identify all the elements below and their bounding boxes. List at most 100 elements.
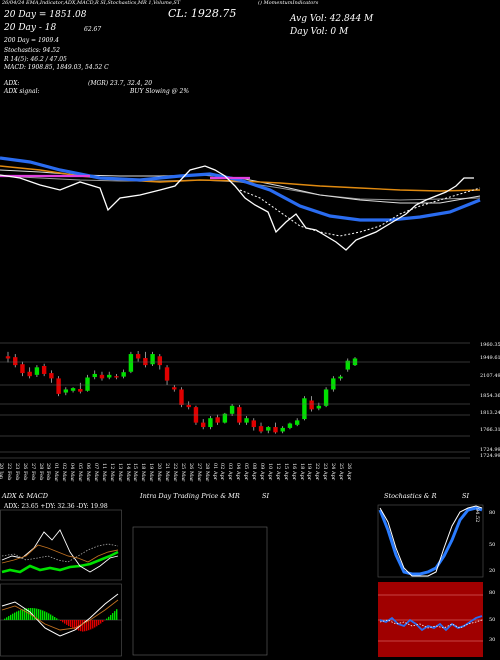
- price-label: 2107.49: [480, 373, 500, 379]
- ema-grey-line: [0, 175, 481, 201]
- candle: [193, 405, 199, 425]
- candle-body: [13, 357, 18, 366]
- price-label: 1854.36: [480, 393, 500, 399]
- adx-macd-title: ADX & MACD: [2, 492, 48, 500]
- rsi-level-80: 80: [489, 590, 496, 596]
- stochastics-si-label: SI: [462, 492, 470, 500]
- macd-histogram-bar: [50, 614, 52, 620]
- candle: [258, 422, 264, 434]
- candle: [107, 371, 112, 380]
- date-label: 18 Mar: [140, 463, 147, 482]
- candle-body: [345, 360, 350, 370]
- macd-histogram-bar: [18, 610, 20, 620]
- macd-histogram-bar: [88, 620, 90, 631]
- candle-body: [114, 376, 119, 378]
- stochastics-title: Stochastics & R: [384, 492, 437, 500]
- ema-20b-value: 62.67: [84, 26, 102, 33]
- date-label: 12 Mar: [108, 463, 115, 482]
- candle-body: [251, 420, 256, 428]
- price-label: 1766.31: [480, 427, 500, 433]
- macd-histogram-bar: [38, 609, 40, 620]
- rsi-level-50: 50: [489, 617, 496, 623]
- date-label: 26 Apr: [346, 463, 352, 481]
- ema-blue-line: [0, 156, 481, 222]
- candle-body: [85, 377, 90, 391]
- candle: [143, 351, 148, 368]
- date-label: 07 Mar: [92, 463, 99, 482]
- candle: [27, 367, 32, 379]
- candle: [172, 385, 177, 392]
- stochastics-line: Stochastics: 94.52: [4, 47, 60, 54]
- date-label: 20 Jan: [0, 463, 4, 480]
- macd-histogram-bar: [6, 617, 8, 620]
- candle: [135, 350, 141, 362]
- candle: [34, 365, 40, 378]
- macd-histogram-bar: [64, 620, 66, 624]
- date-label: 09 Apr: [259, 463, 265, 481]
- candle-body: [258, 426, 264, 432]
- date-label: 01 Apr: [211, 463, 218, 481]
- candle: [200, 419, 206, 430]
- macd-histogram-bar: [44, 611, 46, 620]
- date-label: 20 Mar: [156, 463, 163, 482]
- candle: [70, 387, 76, 393]
- adx-green-line: [1, 550, 119, 574]
- date-label: 28 Feb: [37, 463, 44, 481]
- macd-histogram-bar: [112, 613, 114, 620]
- date-label: 01 Mar: [53, 463, 60, 482]
- rsi-panel-bg: [378, 582, 483, 657]
- date-label: 18 Apr: [298, 463, 305, 481]
- stoch-level-20: 20: [489, 568, 496, 574]
- stoch-level-50: 50: [489, 542, 496, 548]
- candle-body: [5, 356, 11, 359]
- macd-histogram-bar: [90, 620, 92, 630]
- date-label: 26 Mar: [187, 463, 194, 482]
- macd-histogram-bar: [96, 620, 98, 627]
- date-label: 22 Feb: [5, 463, 12, 481]
- candle-body: [128, 354, 134, 372]
- macd-histogram-bar: [84, 620, 86, 632]
- avg-volume: Avg Vol: 42.844 M: [290, 14, 374, 24]
- candle: [352, 357, 358, 366]
- adx-minusdi-line: [1, 544, 119, 564]
- macd-line: [1, 593, 119, 637]
- candle: [41, 363, 47, 377]
- macd-histogram-bar: [24, 608, 26, 620]
- rsi-level-30: 30: [489, 637, 496, 643]
- macd-histogram-bar: [66, 620, 68, 625]
- date-label: 05 Mar: [77, 463, 84, 482]
- adx-plusdi-line: [1, 529, 119, 573]
- macd-histogram-bar: [108, 616, 110, 620]
- macd-histogram-bar: [86, 620, 88, 631]
- candle-body: [107, 374, 112, 378]
- candle-body: [41, 366, 47, 374]
- candle-body: [200, 422, 206, 428]
- candle-body: [186, 404, 191, 408]
- indicator-list: 26/04/24 EMA,Indicator,ADX,MACD,R SI,Sto…: [2, 0, 181, 6]
- price-label: 1813.24: [480, 410, 500, 416]
- day-volume: Day Vol: 0 M: [290, 27, 349, 37]
- candle-body: [316, 405, 322, 409]
- candle: [121, 369, 126, 379]
- candle: [331, 376, 336, 392]
- date-label: 15 Apr: [282, 463, 289, 481]
- macd-histogram-bar: [12, 613, 14, 620]
- candlestick-series: [5, 350, 358, 434]
- candle: [208, 415, 213, 430]
- macd-histogram-bar: [100, 620, 102, 624]
- candle-body: [273, 427, 278, 433]
- date-label: 04 Apr: [235, 463, 242, 481]
- date-label: 12 Apr: [274, 463, 281, 481]
- candle: [215, 414, 220, 425]
- rsi-line: R 14(5): 46.2 / 47.05: [4, 56, 67, 63]
- macd-histogram-bar: [56, 618, 58, 620]
- date-label: 28 Mar: [203, 463, 210, 482]
- macd-histogram-bar: [10, 614, 12, 620]
- candle-body: [27, 371, 32, 377]
- candle: [150, 351, 155, 366]
- date-label: 29 Feb: [45, 463, 52, 481]
- date-label: 23 Apr: [322, 463, 329, 481]
- macd-histogram-bar: [14, 612, 16, 620]
- candle: [20, 361, 25, 377]
- macd-histogram-bar: [72, 620, 74, 629]
